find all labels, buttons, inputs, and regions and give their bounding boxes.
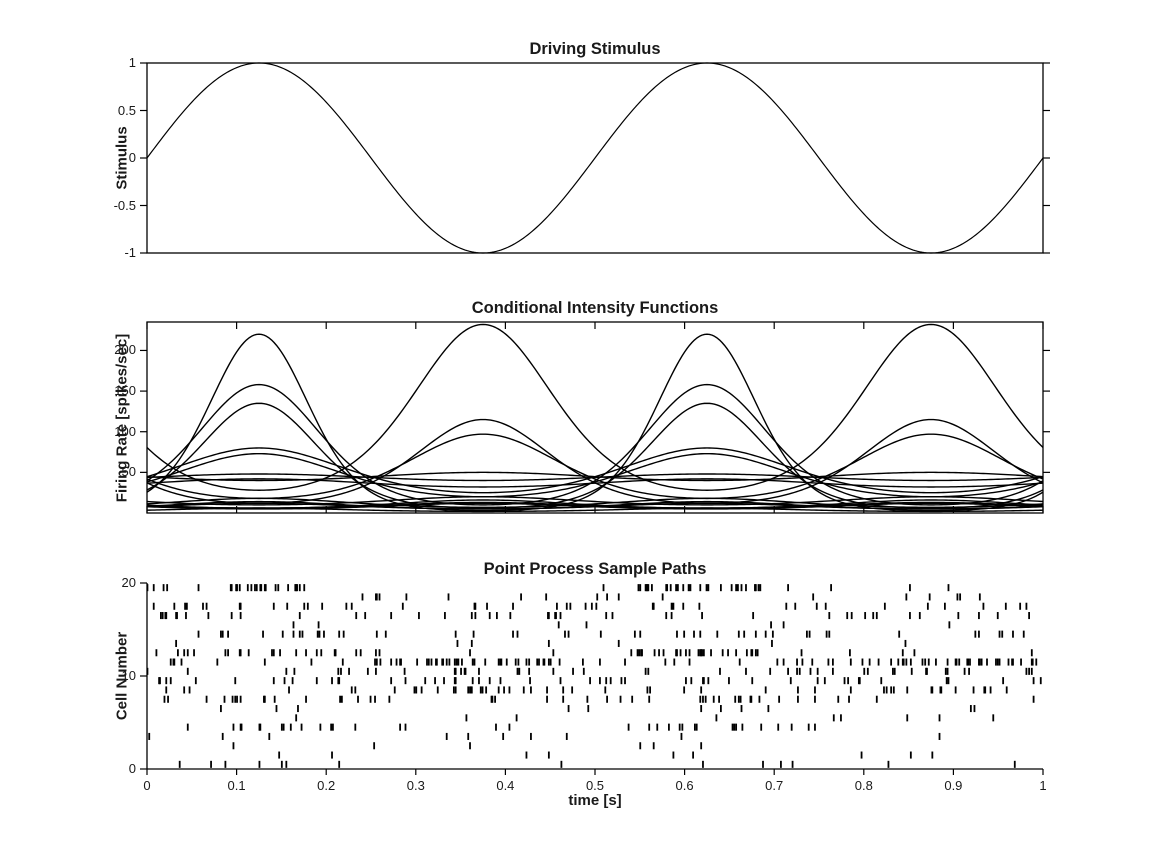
spike-train-cell-17 [159, 612, 1031, 620]
raster-ytick-label: 20 [121, 575, 136, 590]
spike-train-cell-5 [186, 723, 816, 731]
stimulus-ytick-label: -0.5 [113, 197, 136, 213]
raster-xtick-label: 0.8 [854, 778, 873, 793]
spike-train-cell-2 [278, 751, 934, 759]
raster-xtick-label: 0 [143, 778, 151, 793]
raster-xtick-label: 0.7 [765, 778, 784, 793]
stimulus-curve [146, 62, 1044, 254]
intensity-curve-cell-19 [146, 496, 1044, 506]
spike-train-cell-4 [148, 732, 941, 740]
spike-train-cell-8 [163, 695, 1035, 703]
raster-xtick-label: 0.3 [406, 778, 425, 793]
intensity-curve-cell-14 [146, 501, 1044, 509]
spike-train-cell-20 [146, 584, 950, 592]
spike-train-cell-15 [197, 630, 1025, 638]
spike-train-cell-1 [178, 760, 1016, 768]
spike-train-cell-11 [146, 667, 1033, 675]
intensity-curve-cell-18 [146, 478, 1044, 488]
stimulus-plot-title: Driving Stimulus [529, 40, 661, 58]
spike-train-cell-6 [295, 714, 995, 722]
spike-train-cell-18 [152, 602, 1028, 610]
intensity-curve-cell-12 [146, 323, 1044, 491]
raster-xtick-label: 0.9 [944, 778, 963, 793]
stimulus-ytick-label: 1 [128, 55, 136, 70]
intensity-ytick-label: 100 [114, 423, 136, 439]
raster-xtick-label: 0.2 [317, 778, 336, 793]
spike-train-cell-10 [158, 677, 1042, 685]
intensity-ytick-label: 150 [114, 383, 136, 399]
spike-train-cell-13 [155, 649, 1033, 657]
raster-xtick-label: 0.4 [496, 778, 515, 793]
spike-train-cell-3 [232, 742, 703, 750]
spike-train-cell-16 [292, 621, 951, 629]
intensity-ytick-label: 200 [114, 342, 136, 358]
time-axis-label: time [s] [568, 792, 622, 809]
intensity-curve-cell-11 [146, 433, 1044, 500]
intensity-curve-cell-8 [146, 447, 1044, 494]
intensity-curve-cell-10 [146, 473, 1044, 482]
intensity-curve-cell-20 [146, 333, 1044, 512]
raster-plot-title: Point Process Sample Paths [483, 560, 707, 578]
intensity-curve-cell-7 [146, 497, 1044, 509]
intensity-axes-box [146, 321, 1044, 514]
spike-raster [146, 584, 1042, 768]
stimulus-ytick-label: 0 [128, 150, 136, 165]
stimulus-ytick-label: 0.5 [117, 102, 136, 118]
raster-xtick-label: 0.5 [585, 778, 605, 793]
spike-train-cell-12 [169, 658, 1038, 666]
spike-train-cell-19 [361, 593, 981, 601]
intensity-curve-cell-15 [146, 452, 1044, 498]
intensity-plot-title: Conditional Intensity Functions [471, 299, 719, 317]
spike-train-cell-7 [220, 705, 976, 713]
stimulus-ytick-label: -1 [124, 245, 136, 260]
raster-xtick-label: 1 [1039, 778, 1047, 793]
spike-train-cell-9 [165, 686, 1008, 694]
raster-ytick-label: 10 [121, 668, 136, 683]
raster-xtick-label: 0.1 [227, 778, 246, 793]
intensity-ytick-label: 50 [121, 464, 136, 480]
intensity-curve-cell-9 [146, 418, 1044, 504]
raster-xtick-label: 0.6 [675, 778, 694, 793]
raster-ytick-label: 0 [128, 761, 136, 776]
spike-train-cell-14 [175, 639, 907, 647]
